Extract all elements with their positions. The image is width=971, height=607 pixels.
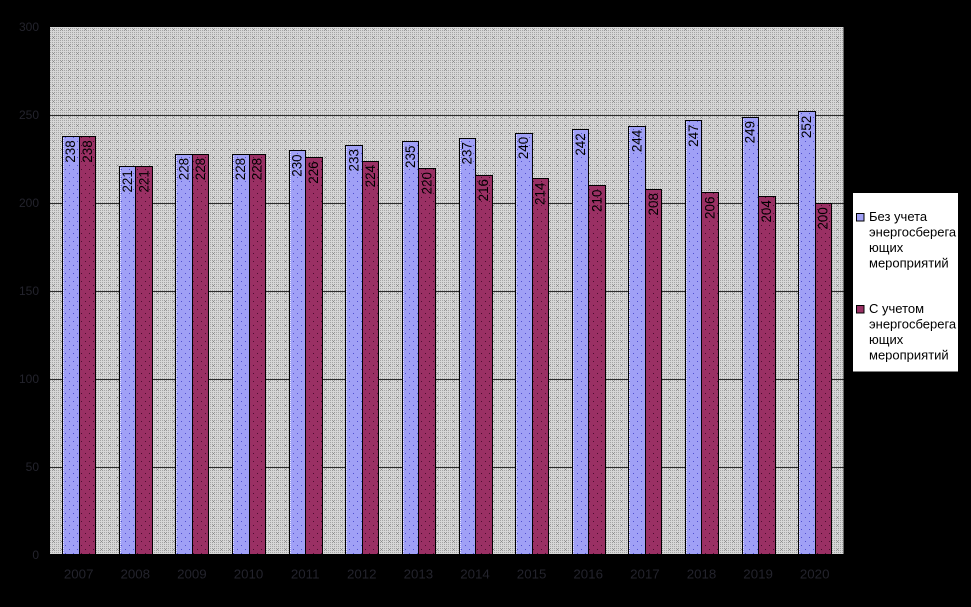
svg-text:244: 244 <box>629 129 644 152</box>
svg-text:2009: 2009 <box>177 567 207 582</box>
svg-text:237: 237 <box>460 142 475 164</box>
svg-text:208: 208 <box>646 193 661 215</box>
svg-text:240: 240 <box>516 137 531 159</box>
svg-text:С учетом: С учетом <box>869 301 924 316</box>
svg-text:2010: 2010 <box>234 567 264 582</box>
svg-text:233: 233 <box>346 149 361 171</box>
svg-text:энергосберега: энергосберега <box>869 225 957 240</box>
svg-text:2016: 2016 <box>573 567 603 582</box>
svg-text:2013: 2013 <box>404 567 434 582</box>
svg-text:2017: 2017 <box>630 567 660 582</box>
svg-text:200: 200 <box>19 196 39 210</box>
svg-text:216: 216 <box>476 179 491 201</box>
svg-text:2020: 2020 <box>800 567 830 582</box>
svg-text:221: 221 <box>120 170 135 192</box>
svg-text:ющих: ющих <box>869 240 904 255</box>
svg-text:Без учета: Без учета <box>869 209 928 224</box>
svg-text:249: 249 <box>743 121 758 143</box>
svg-text:220: 220 <box>419 172 434 194</box>
svg-text:221: 221 <box>136 170 151 192</box>
svg-text:300: 300 <box>19 20 39 34</box>
svg-text:250: 250 <box>19 108 39 122</box>
svg-text:228: 228 <box>250 158 265 180</box>
svg-text:235: 235 <box>403 146 418 168</box>
svg-text:2008: 2008 <box>121 567 151 582</box>
svg-text:210: 210 <box>589 190 604 212</box>
svg-text:206: 206 <box>703 197 718 219</box>
svg-text:200: 200 <box>816 207 831 229</box>
svg-text:252: 252 <box>799 116 814 138</box>
svg-text:226: 226 <box>306 161 321 183</box>
svg-text:247: 247 <box>686 125 701 147</box>
svg-text:энергосберега: энергосберега <box>869 316 957 331</box>
svg-text:2011: 2011 <box>291 567 320 582</box>
svg-text:228: 228 <box>193 158 208 180</box>
svg-text:2018: 2018 <box>687 567 717 582</box>
svg-text:2019: 2019 <box>743 567 773 582</box>
svg-text:мероприятий: мероприятий <box>869 348 949 363</box>
svg-text:238: 238 <box>63 140 78 162</box>
svg-text:2007: 2007 <box>64 567 94 582</box>
svg-text:238: 238 <box>80 140 95 162</box>
svg-text:214: 214 <box>533 182 548 205</box>
svg-text:228: 228 <box>177 158 192 180</box>
svg-text:2015: 2015 <box>517 567 547 582</box>
svg-text:150: 150 <box>19 284 39 298</box>
svg-text:0: 0 <box>32 548 39 562</box>
svg-text:204: 204 <box>759 200 774 223</box>
svg-text:228: 228 <box>233 158 248 180</box>
svg-text:ющих: ющих <box>869 332 904 347</box>
svg-text:2014: 2014 <box>460 567 490 582</box>
svg-text:мероприятий: мероприятий <box>869 256 949 271</box>
svg-text:100: 100 <box>19 372 39 386</box>
svg-text:224: 224 <box>363 164 378 187</box>
svg-text:242: 242 <box>573 133 588 155</box>
svg-text:2012: 2012 <box>347 567 377 582</box>
svg-text:230: 230 <box>290 154 305 176</box>
svg-text:50: 50 <box>26 460 40 474</box>
